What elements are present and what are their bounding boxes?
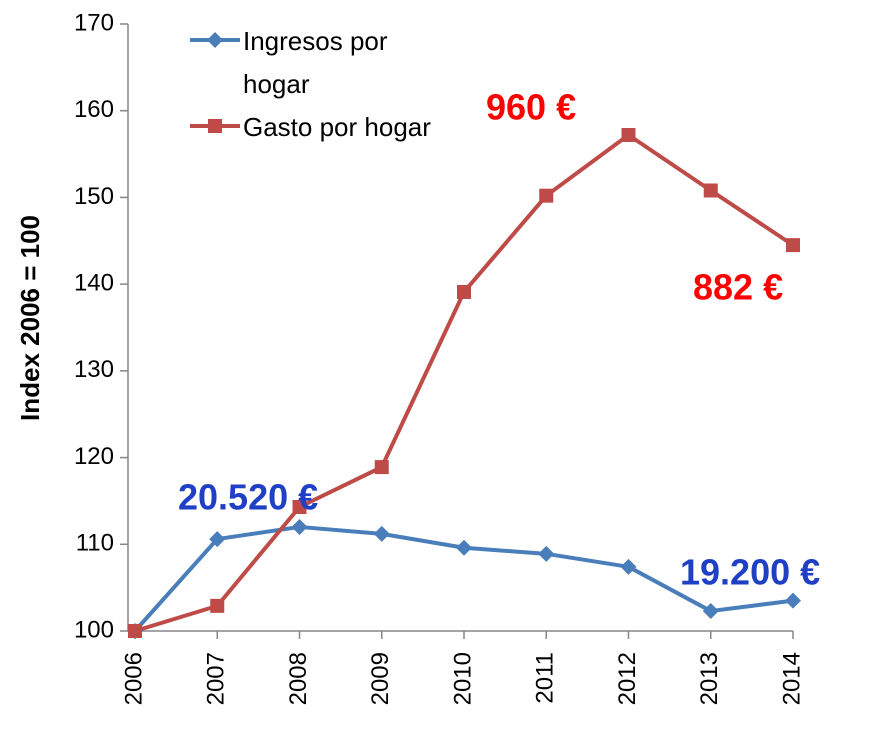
x-tick-label: 2008: [285, 652, 312, 705]
point: [457, 284, 471, 299]
x-tick-label: 2013: [696, 652, 723, 705]
legend-marker: [207, 32, 223, 48]
x-tick-label: 2010: [449, 652, 476, 705]
y-tick-label: 110: [76, 530, 114, 557]
y-tick-label: 140: [74, 269, 114, 296]
annotation: 960 €: [486, 87, 576, 128]
point: [785, 592, 801, 609]
y-tick-label: 120: [74, 443, 114, 470]
point: [291, 518, 308, 535]
point: [786, 238, 800, 253]
point: [456, 539, 472, 556]
annotation: 19.200 €: [680, 552, 820, 593]
point: [374, 460, 389, 475]
point: [210, 598, 225, 613]
x-tick-label: 2007: [203, 652, 230, 705]
legend-label: Ingresos por hogar: [243, 26, 388, 99]
y-tick-label: 170: [74, 9, 114, 36]
point: [702, 603, 719, 620]
point: [620, 558, 637, 575]
y-tick-label: 100: [74, 616, 114, 643]
y-tick-label: 130: [74, 356, 114, 383]
point: [539, 188, 554, 203]
point: [128, 624, 142, 638]
point: [292, 499, 307, 514]
x-tick-label: 2012: [614, 652, 641, 705]
point: [209, 531, 226, 548]
annotation: 882 €: [693, 267, 783, 308]
point: [373, 525, 390, 542]
point: [703, 183, 718, 198]
y-tick-label: 150: [74, 183, 114, 210]
x-tick-label: 2014: [778, 652, 805, 705]
annotation: 20.520 €: [178, 477, 318, 518]
x-tick-label: 2009: [367, 652, 394, 705]
legend-label: Gasto por hogar: [243, 112, 431, 142]
legend-marker: [208, 119, 222, 133]
x-tick-label: 2011: [532, 652, 559, 704]
y-tick-label: 160: [74, 96, 114, 123]
y-axis-title: Index 2006 = 100: [15, 215, 45, 421]
point: [621, 127, 636, 142]
x-tick-label: 2006: [120, 652, 147, 705]
point: [538, 545, 555, 562]
